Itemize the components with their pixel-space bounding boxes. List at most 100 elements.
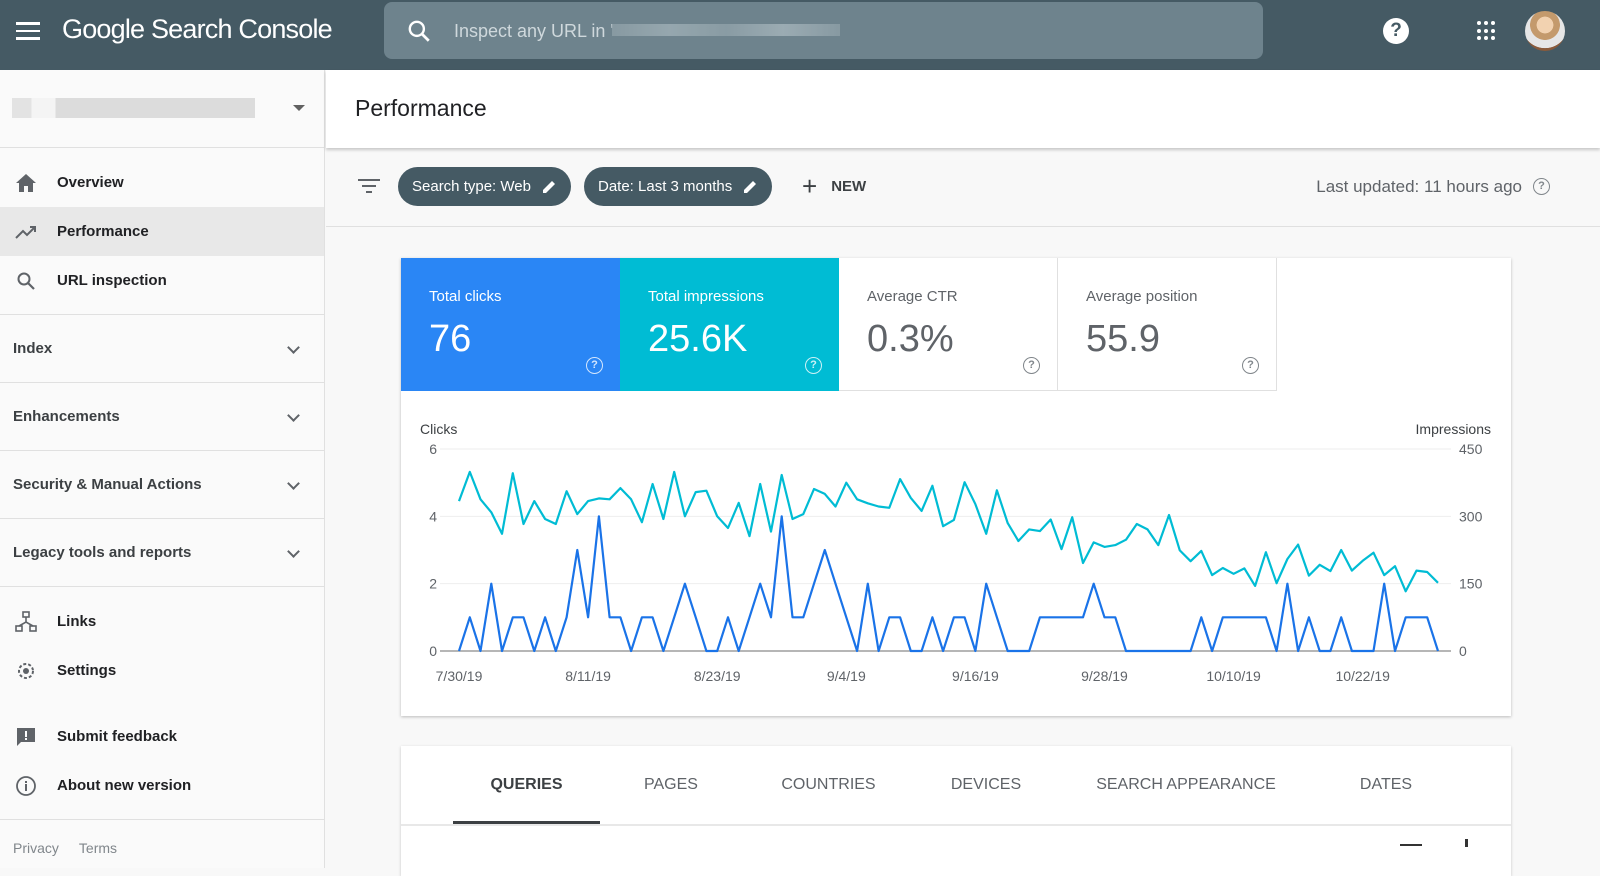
section-label: Security & Manual Actions [13,476,202,493]
tab-pages[interactable]: PAGES [644,776,698,793]
y-left-tick-label: 0 [429,643,437,659]
section-label: Index [13,340,53,357]
sidebar-section-security[interactable]: Security & Manual Actions [0,450,324,518]
dimension-tabs: QUERIES PAGES COUNTRIES DEVICES SEARCH A… [401,746,1511,876]
performance-line-chart: Clicks Impressions 0 2 4 6 0 150 300 450 7/30/19 8/… [420,421,1491,684]
sitemap-icon [14,610,38,634]
sidebar-item-label: Performance [57,223,149,240]
date-filter-chip[interactable]: Date: Last 3 months [584,167,773,206]
y-left-tick-label: 4 [429,508,437,524]
metric-value: 0.3% [867,318,954,360]
search-icon [14,269,38,293]
y-axis-left-title: Clicks [420,421,457,437]
home-icon [14,171,38,195]
y-right-tick-label: 150 [1459,576,1483,592]
user-avatar[interactable] [1525,11,1565,51]
x-tick-label: 9/4/19 [827,668,866,684]
page-header: Performance [326,70,1600,148]
search-type-filter-chip[interactable]: Search type: Web [398,167,571,206]
chevron-down-icon [287,545,300,558]
tab-queries[interactable]: QUERIES [453,776,600,824]
filter-bar: Search type: Web Date: Last 3 months + NE… [326,150,1600,227]
section-label: Enhancements [13,408,120,425]
sidebar-item-submit-feedback[interactable]: Submit feedback [0,712,324,761]
performance-chart-card: Total clicks 76? Total impressions 25.6K? … [401,258,1511,716]
redacted-property-name [12,98,255,118]
help-circle-icon[interactable]: ? [1242,357,1259,374]
privacy-link[interactable]: Privacy [13,840,59,856]
x-tick-label: 10/10/19 [1206,668,1261,684]
metric-value: 76 [429,318,472,360]
sidebar-item-settings[interactable]: Settings [0,646,324,695]
tab-dates[interactable]: DATES [1359,776,1413,793]
help-circle-icon[interactable]: ? [805,357,822,374]
metric-total-clicks[interactable]: Total clicks 76? [401,258,620,391]
divider [0,819,324,820]
last-updated-text: Last updated: 11 hours ago [1316,177,1522,196]
chip-label: Date: Last 3 months [598,178,733,195]
x-tick-label: 7/30/19 [436,668,483,684]
sidebar-item-label: Overview [57,174,124,191]
gear-icon [14,659,38,683]
section-label: Legacy tools and reports [13,544,192,561]
metric-average-ctr[interactable]: Average CTR 0.3%? [839,258,1058,391]
help-icon[interactable]: ? [1383,18,1409,44]
sidebar-item-label: URL inspection [57,272,167,289]
help-circle-icon[interactable]: ? [1533,178,1550,195]
property-selector[interactable] [0,70,324,148]
chevron-down-icon [287,341,300,354]
apps-grid-icon[interactable] [1477,21,1497,41]
page-title: Performance [355,95,487,121]
download-icon[interactable] [1465,839,1473,847]
metric-average-position[interactable]: Average position 55.9? [1058,258,1277,391]
sidebar-item-overview[interactable]: Overview [0,158,324,207]
sidebar-item-label: Links [57,613,97,630]
tabs-divider [401,824,1511,826]
sidebar: Overview Performance URL inspection Inde… [0,70,325,868]
sidebar-item-label: About new version [57,777,192,794]
tab-devices[interactable]: DEVICES [950,776,1022,793]
chevron-down-icon [287,409,300,422]
metric-value: 55.9 [1086,318,1160,360]
y-right-tick-label: 450 [1459,441,1483,457]
sidebar-item-label: Settings [57,662,117,679]
sidebar-item-links[interactable]: Links [0,597,324,646]
sidebar-item-performance[interactable]: Performance [0,207,324,256]
footer-links: Privacy Terms [13,840,137,856]
new-filter-button[interactable]: + NEW [802,173,866,199]
series-line-clicks [457,515,1440,653]
info-icon [14,774,38,798]
terms-link[interactable]: Terms [78,840,118,856]
dropdown-caret-icon [293,105,305,111]
url-inspect-search[interactable] [384,2,1263,59]
sidebar-item-label: Submit feedback [57,728,178,745]
help-circle-icon[interactable]: ? [586,357,603,374]
x-tick-label: 8/23/19 [694,668,741,684]
divider [0,586,324,587]
sidebar-section-legacy-tools[interactable]: Legacy tools and reports [0,518,324,586]
hamburger-menu-icon[interactable] [16,22,40,40]
filter-rows-icon[interactable] [1400,844,1422,846]
y-right-tick-label: 300 [1459,508,1483,524]
tab-countries[interactable]: COUNTRIES [781,776,876,793]
trending-up-icon [14,220,38,244]
redacted-property-url [612,24,840,36]
metric-value: 25.6K [648,318,748,360]
x-tick-label: 10/22/19 [1335,668,1390,684]
help-circle-icon[interactable]: ? [1023,357,1040,374]
filter-icon[interactable] [358,178,380,194]
tab-search-appearance[interactable]: SEARCH APPEARANCE [1096,776,1276,793]
sidebar-item-about-new-version[interactable]: About new version [0,761,324,810]
x-tick-label: 9/28/19 [1081,668,1128,684]
y-axis-right-title: Impressions [1416,421,1491,437]
feedback-icon [14,725,38,749]
y-right-tick-label: 0 [1459,643,1467,659]
sidebar-item-url-inspection[interactable]: URL inspection [0,256,324,305]
metric-label: Total clicks [429,288,502,305]
app-logo[interactable]: Google Search Console [62,14,333,44]
metric-total-impressions[interactable]: Total impressions 25.6K? [620,258,839,391]
series-line-impressions [457,470,1439,593]
sidebar-section-index[interactable]: Index [0,314,324,382]
metric-label: Average position [1086,288,1198,305]
sidebar-section-enhancements[interactable]: Enhancements [0,382,324,450]
